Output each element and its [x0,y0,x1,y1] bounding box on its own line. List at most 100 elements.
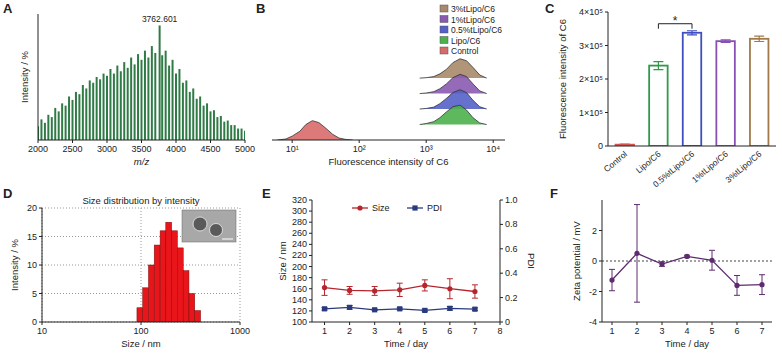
legend-swatch [440,26,448,33]
peak [130,58,132,140]
peak [189,92,191,140]
peak [54,108,56,140]
peak [159,25,161,140]
error-bar [347,287,353,295]
y-tick-label: 160 [292,284,307,294]
x-axis-label: Time / day [665,338,709,349]
plot-area [602,205,772,303]
chart-title: Size distribution by intensity [82,195,199,206]
y-axis [312,200,313,322]
peak [165,51,167,140]
marker [609,277,614,282]
peak [120,71,122,140]
x-axis-label: Time / day [384,338,428,349]
ridge-curve [420,74,487,93]
histogram-bar [143,288,149,322]
marker [372,288,377,293]
error-bar [687,31,697,35]
peak [168,66,170,140]
x-tick [324,322,325,325]
marker [322,285,327,290]
x-tick [662,322,663,325]
x-tick [240,322,241,325]
peak [192,88,194,140]
category-label: 0.5%tLipo/C6 [651,149,697,190]
y-tick [500,273,503,274]
annotation: 3762.601 [142,14,178,24]
peak [213,110,215,140]
y-tick-label: 10 [27,260,37,270]
x-tick [687,322,688,325]
x-tick [107,140,108,143]
histogram-bar [172,231,178,322]
y-tick [39,322,42,323]
error-bar [754,36,764,41]
y-tick [605,79,608,80]
error-bar [609,269,615,290]
y-tick [309,310,312,311]
significance-label: * [673,14,678,28]
x-axis [272,140,505,141]
legend-label: 3%tLipo/C6 [451,4,495,14]
error-bar [447,307,453,311]
marker [372,307,377,312]
x-tick-label: 10² [353,144,366,154]
legend-swatch [440,47,448,54]
y-tick-label: 1.0 [505,195,518,205]
legend-label: Size [372,203,390,213]
marker [397,287,402,292]
y-tick [599,291,602,292]
x-tick [426,140,427,143]
y-tick-label: 220 [292,250,307,260]
x-tick-label: 3 [372,326,377,336]
x-tick [176,140,177,143]
histogram-bar [148,265,154,322]
y-axis-label: Size / nm [277,241,288,281]
error-bar [397,283,403,296]
peak [113,74,115,140]
peak [210,111,212,140]
peak [147,58,149,140]
y-tick [39,265,42,266]
x-tick [712,322,713,325]
x-tick-label: 10¹ [286,144,299,154]
ridge-fill [420,74,487,93]
peak [89,80,91,140]
bar [649,66,667,146]
marker [322,306,327,311]
peak [234,125,236,140]
peak [40,119,42,140]
histogram-bar [154,245,160,322]
panel-letter: B [256,1,265,16]
panel-letter: D [3,186,12,201]
y-tick-label: 0 [32,317,37,327]
y-tick [500,200,503,201]
legend-label: Control [451,46,479,56]
peak [78,94,80,140]
peak [127,68,129,140]
x-tick [762,322,763,325]
marker [422,283,427,288]
peak [109,69,111,140]
x-tick-label: 10 [37,326,47,336]
x-axis [608,146,776,147]
peak [106,76,108,140]
error-bar [653,62,663,70]
x-tick [72,140,73,143]
y-tick-label: 2 [592,226,597,236]
y-tick-label: 1×10⁵ [579,108,603,118]
x-tick-label: 10⁴ [486,144,500,154]
y-tick-label: 0.4 [505,268,518,278]
x-tick [737,322,738,325]
marker [472,307,477,312]
peak [178,69,180,140]
ridge-fill [420,90,487,109]
y-tick [500,297,503,298]
marker [422,308,427,313]
legend-label: 1%tLipo/C6 [451,15,495,25]
y-tick [309,222,312,223]
marker [397,306,402,311]
marker [472,289,477,294]
inset-particle [193,217,207,231]
y-tick [39,293,42,294]
